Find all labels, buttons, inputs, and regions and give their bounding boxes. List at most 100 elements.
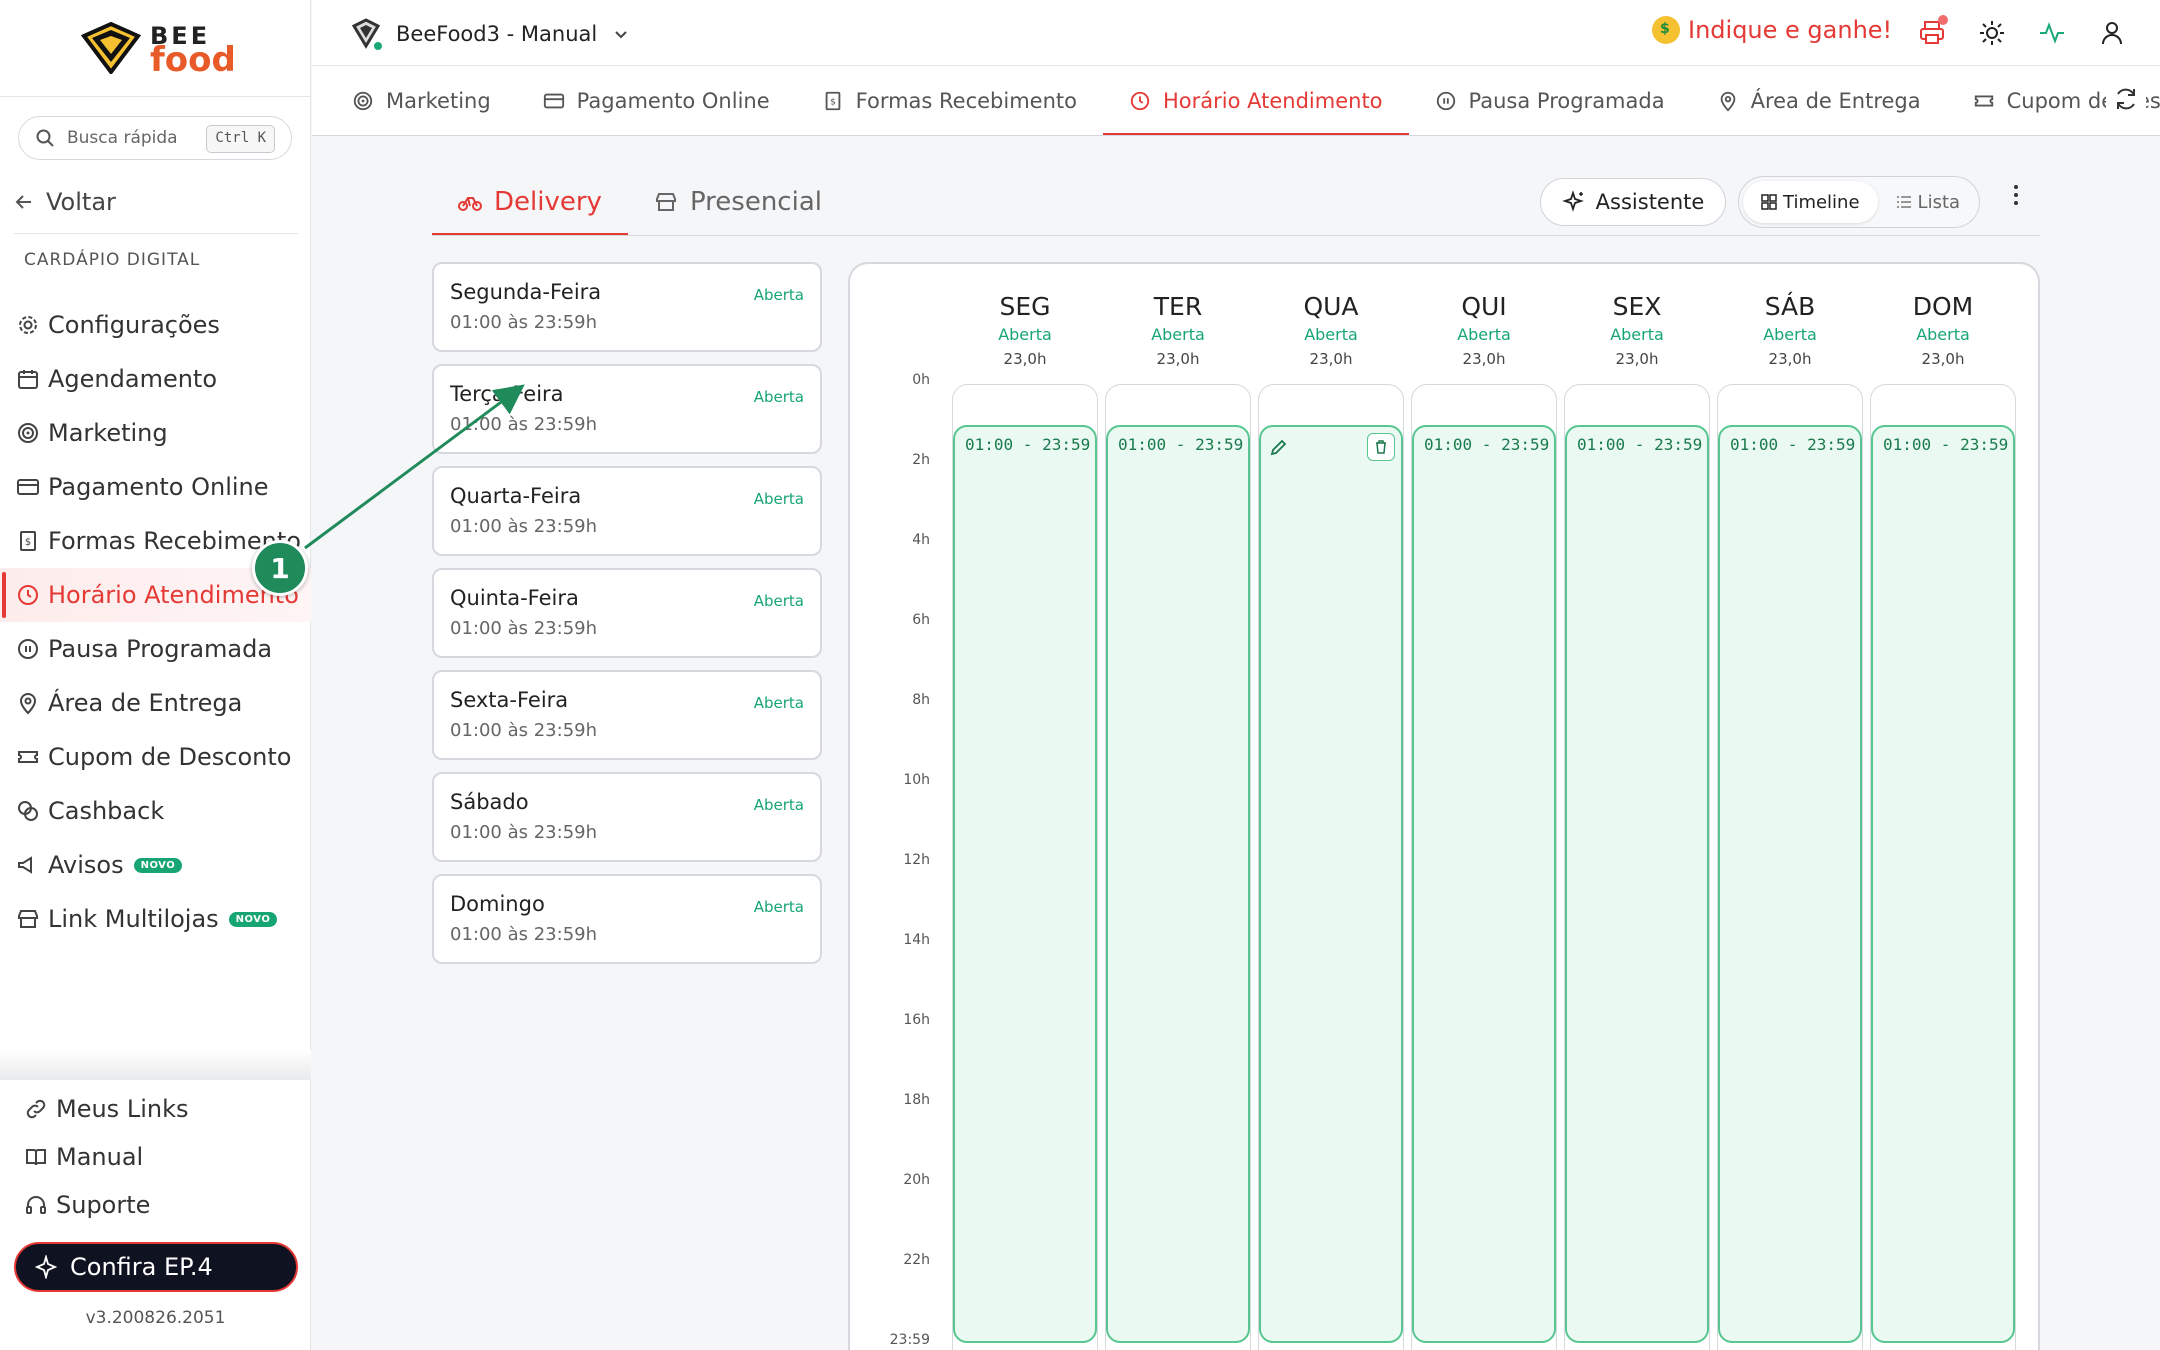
sidebar-item-avisos[interactable]: Avisos NOVO	[0, 838, 311, 892]
store-selector[interactable]: BeeFood3 - Manual	[348, 16, 629, 52]
sidebar-item-meus-links[interactable]: Meus Links	[0, 1085, 311, 1133]
day-name: Sexta-Feira	[450, 688, 569, 712]
day-card-quinta[interactable]: Quinta-Feira 01:00 às 23:59h Aberta	[432, 568, 822, 658]
time-block[interactable]: 01:00 - 23:59	[1718, 425, 1862, 1343]
day-name: Domingo	[450, 892, 545, 916]
brand-logo[interactable]: BEE food	[78, 20, 238, 80]
tab-horario-atendimento[interactable]: Horário Atendimento	[1103, 66, 1409, 135]
more-options-button[interactable]	[2004, 180, 2028, 210]
timeline-column[interactable]: 01:00 - 23:59	[1564, 384, 1710, 1350]
hour-label: 8h	[912, 692, 930, 708]
time-block[interactable]: 01:00 - 23:59	[1106, 425, 1250, 1343]
time-block[interactable]: 01:00 - 23:59	[1565, 425, 1709, 1343]
day-status: Aberta	[753, 286, 804, 304]
timeline-column[interactable]: 01:00 - 23:59	[1105, 384, 1251, 1350]
refresh-button[interactable]	[2106, 86, 2146, 118]
trash-icon[interactable]	[1367, 433, 1395, 461]
pencil-icon[interactable]	[1269, 437, 1289, 461]
sidebar-item-area-entrega[interactable]: Área de Entrega	[0, 676, 311, 730]
tab-area-entrega[interactable]: Área de Entrega	[1691, 66, 1947, 135]
tab-formas-recebimento[interactable]: $ Formas Recebimento	[796, 66, 1103, 135]
sidebar-item-pagamento-online[interactable]: Pagamento Online	[0, 460, 311, 514]
tab-pagamento-online[interactable]: Pagamento Online	[517, 66, 796, 135]
gear-icon	[19, 316, 37, 334]
sun-icon	[1980, 21, 2004, 45]
sidebar-item-cupom-desconto[interactable]: Cupom de Desconto	[0, 730, 311, 784]
day-status: Aberta	[1304, 325, 1358, 344]
headset-icon	[26, 1196, 46, 1214]
back-link[interactable]: Voltar	[14, 188, 116, 216]
day-total-hours: 23,0h	[1156, 350, 1200, 368]
refresh-icon	[2117, 88, 2135, 110]
day-abbrev: DOM	[1912, 292, 1974, 321]
day-status: Aberta	[753, 898, 804, 916]
timeline-column[interactable]: 01:00 - 23:59	[1411, 384, 1557, 1350]
theme-toggle-button[interactable]	[1978, 19, 2006, 47]
day-status: Aberta	[753, 592, 804, 610]
tab-label: Pagamento Online	[576, 89, 770, 113]
sparkle-icon	[1561, 190, 1584, 212]
episode-cta-button[interactable]: Confira EP.4	[14, 1242, 298, 1292]
tab-pausa-programada[interactable]: Pausa Programada	[1409, 66, 1691, 135]
quick-search[interactable]: Busca rápida Ctrl K	[18, 116, 292, 160]
day-hours: 01:00 às 23:59h	[450, 414, 598, 435]
sidebar-item-cashback[interactable]: Cashback	[0, 784, 311, 838]
day-abbrev: SÁB	[1764, 292, 1816, 321]
tab-presencial[interactable]: Presencial	[628, 168, 848, 236]
day-total-hours: 23,0h	[1615, 350, 1659, 368]
hour-label: 16h	[903, 1012, 930, 1028]
view-list-option[interactable]: Lista	[1878, 181, 1979, 223]
tab-marketing[interactable]: Marketing	[326, 66, 517, 135]
hour-label: 10h	[903, 772, 930, 788]
day-card-domingo[interactable]: Domingo 01:00 às 23:59h Aberta	[432, 874, 822, 964]
hour-label: 14h	[903, 932, 930, 948]
sidebar-item-link-multilojas[interactable]: Link Multilojas NOVO	[0, 892, 311, 946]
sidebar-item-label: Área de Entrega	[48, 689, 243, 717]
timeline-day-header: QUI Aberta 23,0h	[1411, 292, 1557, 368]
time-block[interactable]: 01:00 - 23:59	[1871, 425, 2015, 1343]
sidebar-item-label: Pagamento Online	[48, 473, 269, 501]
referral-link[interactable]: Indique e ganhe!	[1652, 16, 1892, 44]
activity-button[interactable]	[2038, 19, 2066, 47]
timeline-column[interactable]: 01:00 - 23:59	[952, 384, 1098, 1350]
day-card-sabado[interactable]: Sábado 01:00 às 23:59h Aberta	[432, 772, 822, 862]
time-block[interactable]	[1259, 425, 1403, 1343]
divider	[0, 96, 311, 97]
dot	[2014, 193, 2018, 197]
timeline-day-header: TER Aberta 23,0h	[1105, 292, 1251, 368]
store-icon	[18, 910, 38, 928]
timeline-column[interactable]: 01:00 - 23:59	[1870, 384, 2016, 1350]
time-block[interactable]: 01:00 - 23:59	[1412, 425, 1556, 1343]
bike-icon	[458, 197, 482, 211]
brand-line2: food	[150, 40, 236, 80]
sidebar-item-suporte[interactable]: Suporte	[0, 1181, 311, 1229]
tab-delivery[interactable]: Delivery	[432, 168, 628, 236]
subtab-label: Presencial	[689, 187, 822, 217]
sidebar-item-configuracoes[interactable]: Configurações	[0, 298, 311, 352]
timeline-column[interactable]: 01:00 - 23:59	[1717, 384, 1863, 1350]
svg-text:$: $	[25, 537, 31, 548]
clock-icon	[1130, 91, 1150, 111]
assistant-button[interactable]: Assistente	[1540, 178, 1726, 226]
time-range: 01:00 - 23:59	[1730, 435, 1856, 454]
day-hours: 01:00 às 23:59h	[450, 312, 598, 333]
day-hours: 01:00 às 23:59h	[450, 516, 598, 537]
day-card-sexta[interactable]: Sexta-Feira 01:00 às 23:59h Aberta	[432, 670, 822, 760]
view-timeline-option[interactable]: Timeline	[1743, 181, 1878, 223]
sidebar-item-marketing[interactable]: Marketing	[0, 406, 311, 460]
sidebar-item-label: Suporte	[56, 1191, 151, 1219]
day-card-terca[interactable]: Terça-Feira 01:00 às 23:59h Aberta	[432, 364, 822, 454]
sidebar-item-pausa-programada[interactable]: Pausa Programada	[0, 622, 311, 676]
dot	[2014, 201, 2018, 205]
receipt-icon: $	[20, 531, 36, 551]
time-block[interactable]: 01:00 - 23:59	[953, 425, 1097, 1343]
day-card-quarta[interactable]: Quarta-Feira 01:00 às 23:59h Aberta	[432, 466, 822, 556]
day-abbrev: TER	[1153, 292, 1203, 321]
sidebar-item-manual[interactable]: Manual	[0, 1133, 311, 1181]
card-icon	[17, 479, 39, 495]
timeline-column[interactable]	[1258, 384, 1404, 1350]
user-profile-button[interactable]	[2098, 19, 2126, 47]
day-card-segunda[interactable]: Segunda-Feira 01:00 às 23:59h Aberta	[432, 262, 822, 352]
sidebar-item-agendamento[interactable]: Agendamento	[0, 352, 311, 406]
printer-button[interactable]	[1918, 15, 1948, 47]
